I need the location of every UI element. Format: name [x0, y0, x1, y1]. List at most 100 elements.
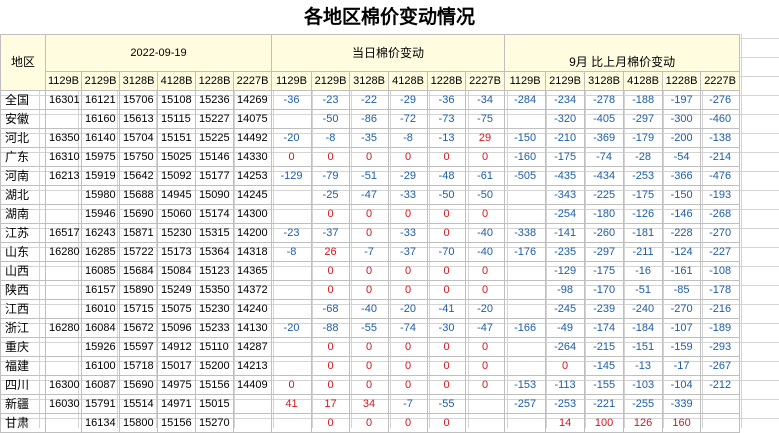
price-cell[interactable]: 15791 — [81, 394, 120, 414]
monthly-change-cell[interactable]: -17 — [662, 356, 702, 376]
daily-change-cell[interactable]: 0 — [427, 261, 466, 281]
daily-change-cell[interactable]: -72 — [388, 109, 428, 129]
monthly-change-cell[interactable]: -240 — [623, 299, 664, 319]
daily-change-cell[interactable]: -48 — [427, 166, 466, 186]
price-cell[interactable]: 16301 — [45, 90, 82, 110]
daily-change-cell[interactable]: 0 — [464, 147, 506, 167]
daily-change-cell[interactable]: -23 — [271, 223, 312, 243]
monthly-change-cell[interactable] — [700, 413, 741, 433]
monthly-change-cell[interactable]: 100 — [584, 413, 625, 433]
daily-change-cell[interactable]: -20 — [388, 299, 428, 319]
daily-change-cell[interactable]: -50 — [464, 185, 506, 205]
price-cell[interactable]: 16140 — [81, 128, 120, 148]
monthly-change-cell[interactable]: -276 — [700, 90, 741, 110]
daily-change-cell[interactable]: -34 — [464, 90, 506, 110]
price-cell[interactable]: 16157 — [81, 280, 120, 300]
column-header-daily-1228B[interactable]: 1228B — [427, 71, 466, 91]
monthly-change-cell[interactable] — [504, 204, 547, 224]
daily-change-cell[interactable]: 0 — [388, 356, 428, 376]
daily-change-cell[interactable]: -20 — [271, 318, 312, 338]
monthly-change-cell[interactable]: -260 — [584, 223, 625, 243]
daily-change-cell[interactable]: -40 — [464, 223, 506, 243]
price-cell[interactable]: 16517 — [45, 223, 82, 243]
monthly-change-cell[interactable]: -51 — [623, 280, 664, 300]
daily-change-cell[interactable]: 0 — [388, 280, 428, 300]
monthly-change-cell[interactable]: -270 — [662, 299, 702, 319]
monthly-change-cell[interactable]: -103 — [623, 375, 664, 395]
monthly-change-cell[interactable]: -339 — [662, 394, 702, 414]
monthly-change-cell[interactable] — [700, 394, 741, 414]
monthly-change-cell[interactable]: -253 — [623, 166, 664, 186]
monthly-change-cell[interactable]: -193 — [700, 185, 741, 205]
price-cell[interactable]: 15017 — [157, 356, 196, 376]
monthly-change-cell[interactable]: -141 — [545, 223, 586, 243]
monthly-change-cell[interactable]: -225 — [584, 185, 625, 205]
daily-change-cell[interactable]: 0 — [271, 375, 312, 395]
daily-change-cell[interactable]: -22 — [349, 90, 389, 110]
price-cell[interactable] — [45, 204, 82, 224]
price-cell[interactable]: 15800 — [119, 413, 158, 433]
daily-change-cell[interactable]: -75 — [464, 109, 506, 129]
price-cell[interactable]: 14975 — [157, 375, 196, 395]
price-cell[interactable]: 15750 — [119, 147, 158, 167]
price-cell[interactable]: 15890 — [119, 280, 158, 300]
column-header-price-3128B[interactable]: 3128B — [119, 71, 158, 91]
daily-change-cell[interactable]: -88 — [311, 318, 350, 338]
price-cell[interactable]: 16084 — [81, 318, 120, 338]
monthly-change-cell[interactable]: -16 — [623, 261, 664, 281]
daily-change-cell[interactable]: -8 — [271, 242, 312, 262]
monthly-change-cell[interactable]: -155 — [584, 375, 625, 395]
monthly-change-cell[interactable]: -175 — [623, 185, 664, 205]
price-cell[interactable]: 15151 — [157, 128, 196, 148]
monthly-change-cell[interactable]: 126 — [623, 413, 664, 433]
price-cell[interactable]: 15249 — [157, 280, 196, 300]
monthly-change-cell[interactable]: -343 — [545, 185, 586, 205]
monthly-change-cell[interactable]: -200 — [662, 128, 702, 148]
monthly-change-cell[interactable]: -176 — [504, 242, 547, 262]
daily-change-cell[interactable] — [271, 185, 312, 205]
daily-change-cell[interactable] — [271, 337, 312, 357]
price-cell[interactable]: 14287 — [233, 337, 272, 357]
price-cell[interactable]: 14240 — [233, 299, 272, 319]
region-cell[interactable]: 浙江 — [0, 318, 46, 338]
monthly-change-cell[interactable]: -300 — [662, 109, 702, 129]
price-cell[interactable]: 14912 — [157, 337, 196, 357]
monthly-change-cell[interactable] — [504, 356, 547, 376]
price-cell[interactable]: 15642 — [119, 166, 158, 186]
price-cell[interactable]: 15173 — [157, 242, 196, 262]
monthly-change-cell[interactable]: -145 — [584, 356, 625, 376]
monthly-change-cell[interactable]: -54 — [662, 147, 702, 167]
monthly-change-cell[interactable]: -366 — [662, 166, 702, 186]
daily-change-cell[interactable]: -86 — [349, 109, 389, 129]
price-cell[interactable]: 15364 — [195, 242, 234, 262]
column-header-price-1228B[interactable]: 1228B — [195, 71, 234, 91]
daily-change-cell[interactable]: 0 — [427, 375, 466, 395]
column-header-daily-1129B[interactable]: 1129B — [271, 71, 312, 91]
price-cell[interactable]: 15715 — [119, 299, 158, 319]
daily-change-cell[interactable]: 0 — [388, 261, 428, 281]
column-header-price-2227B[interactable]: 2227B — [233, 71, 272, 91]
region-cell[interactable]: 湖南 — [0, 204, 46, 224]
column-header-daily-2129B[interactable]: 2129B — [311, 71, 350, 91]
price-cell[interactable]: 16213 — [45, 166, 82, 186]
daily-change-cell[interactable]: 0 — [427, 147, 466, 167]
price-cell[interactable]: 16280 — [45, 318, 82, 338]
price-cell[interactable]: 16085 — [81, 261, 120, 281]
region-cell[interactable]: 安徽 — [0, 109, 46, 129]
monthly-change-cell[interactable]: -160 — [504, 147, 547, 167]
daily-change-cell[interactable]: -50 — [427, 185, 466, 205]
price-cell[interactable]: 15946 — [81, 204, 120, 224]
monthly-change-cell[interactable]: -405 — [584, 109, 625, 129]
price-cell[interactable]: 15980 — [81, 185, 120, 205]
monthly-change-cell[interactable] — [504, 280, 547, 300]
daily-change-cell[interactable]: 0 — [349, 356, 389, 376]
daily-change-cell[interactable]: -20 — [271, 128, 312, 148]
daily-change-cell[interactable]: -33 — [388, 223, 428, 243]
region-cell[interactable]: 甘肃 — [0, 413, 46, 433]
daily-change-cell[interactable]: 0 — [311, 413, 350, 433]
daily-change-cell[interactable]: -61 — [464, 166, 506, 186]
daily-change-cell[interactable]: -73 — [427, 109, 466, 129]
price-cell[interactable]: 16300 — [45, 375, 82, 395]
monthly-change-cell[interactable]: -179 — [623, 128, 664, 148]
monthly-change-cell[interactable]: -126 — [623, 204, 664, 224]
